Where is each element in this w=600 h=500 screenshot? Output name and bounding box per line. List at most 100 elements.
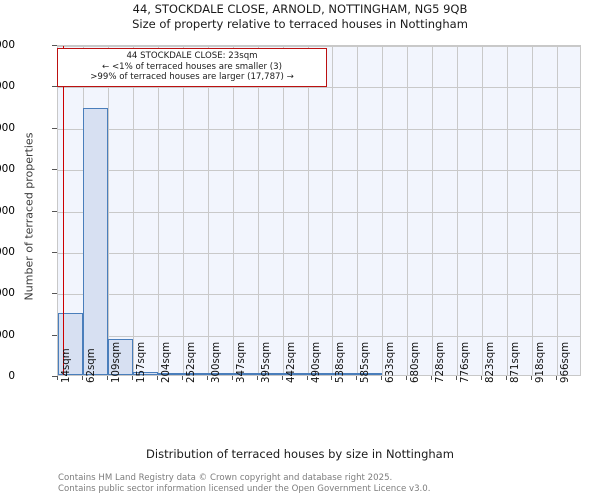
x-axis-tick-label: 252sqm [185, 341, 197, 383]
property-marker-line [62, 46, 65, 375]
y-axis-tick-label: 16000 [0, 39, 15, 51]
gridline-horizontal [58, 128, 580, 130]
y-axis-tick-label: 6000 [0, 245, 15, 258]
x-axis-tick-label: 157sqm [135, 341, 147, 383]
x-axis-tick-label: 204sqm [160, 341, 172, 383]
x-axis-tick-mark [356, 376, 358, 380]
x-axis-tick-label: 918sqm [535, 341, 547, 383]
x-axis-tick-label: 728sqm [435, 341, 447, 383]
x-axis-title: Distribution of terraced houses by size … [146, 447, 454, 461]
gridline-vertical [232, 46, 234, 375]
annotation-line-larger: >99% of terraced houses are larger (17,7… [90, 72, 294, 83]
y-axis-tick-label: 12000 [0, 121, 15, 134]
x-axis-tick-label: 62sqm [85, 348, 97, 383]
y-axis-tick-mark [52, 293, 57, 295]
gridline-vertical [332, 46, 334, 375]
histogram-bar [82, 108, 108, 375]
histogram-bar [232, 373, 258, 375]
gridline-vertical [357, 46, 359, 375]
x-axis-tick-mark [231, 376, 233, 380]
histogram-bar [107, 338, 133, 375]
x-axis-tick-mark [531, 376, 533, 380]
x-axis-tick-mark [57, 376, 58, 380]
x-axis-tick-label: 823sqm [485, 341, 497, 383]
x-axis-tick-mark [181, 376, 183, 380]
gridline-vertical [157, 46, 159, 375]
gridline-vertical [407, 46, 409, 375]
y-axis-tick-label: 0 [8, 370, 15, 382]
annotation-line-property: 44 STOCKDALE CLOSE: 23sqm [126, 51, 258, 61]
gridline-vertical [107, 46, 109, 375]
x-axis-tick-label: 300sqm [210, 341, 222, 383]
gridline-horizontal [58, 211, 580, 213]
histogram-bar [157, 373, 183, 375]
x-axis-tick-mark [206, 376, 208, 380]
x-axis-tick-label: 538sqm [335, 341, 347, 383]
gridline-horizontal [58, 252, 580, 254]
gridline-vertical [507, 46, 509, 375]
x-axis-tick-label: 776sqm [460, 341, 472, 383]
x-axis-tick-mark [81, 376, 83, 380]
y-axis-tick-mark [52, 45, 57, 46]
y-axis-tick-label: 10000 [0, 163, 15, 176]
annotation-box: 44 STOCKDALE CLOSE: 23sqm ← <1% of terra… [57, 48, 327, 87]
histogram-bar [307, 373, 333, 375]
gridline-vertical [532, 46, 534, 375]
gridline-vertical [132, 46, 134, 375]
histogram-bar [357, 373, 383, 375]
gridline-vertical [307, 46, 309, 375]
gridline-vertical [207, 46, 209, 375]
x-axis-tick-label: 442sqm [285, 341, 297, 383]
x-axis-tick-label: 395sqm [260, 341, 272, 383]
x-axis-tick-mark [106, 376, 108, 380]
gridline-vertical [557, 46, 559, 375]
gridline-horizontal [58, 294, 580, 296]
x-axis-tick-mark [556, 376, 558, 380]
gridline-horizontal [58, 46, 580, 47]
y-axis-tick-label: 14000 [0, 80, 15, 93]
gridline-vertical [282, 46, 284, 375]
x-axis-tick-mark [481, 376, 483, 380]
x-axis-tick-mark [131, 376, 133, 380]
gridline-vertical [432, 46, 434, 375]
gridline-vertical [457, 46, 459, 375]
annotation-line-smaller: ← <1% of terraced houses are smaller (3) [102, 61, 282, 72]
gridline-vertical [182, 46, 184, 375]
x-axis-tick-mark [381, 376, 383, 380]
footer-line-1: Contains HM Land Registry data © Crown c… [58, 473, 393, 483]
gridline-horizontal [58, 87, 580, 89]
y-axis-tick-mark [52, 210, 57, 212]
gridline-vertical [257, 46, 259, 375]
x-axis-tick-label: 14sqm [61, 348, 72, 383]
y-axis-tick-mark [52, 127, 57, 129]
x-axis-tick-mark [406, 376, 408, 380]
histogram-bar [257, 373, 283, 375]
x-axis-tick-label: 871sqm [510, 341, 522, 383]
y-axis-tick-mark [52, 169, 57, 171]
gridline-horizontal [58, 335, 580, 337]
x-axis-tick-mark [281, 376, 283, 380]
x-axis-tick-mark [256, 376, 258, 380]
gridline-vertical [482, 46, 484, 375]
y-axis-tick-mark [52, 86, 57, 88]
x-axis-tick-label: 490sqm [310, 341, 322, 383]
plot-area [57, 45, 581, 376]
x-axis-tick-mark [456, 376, 458, 380]
gridline-vertical [382, 46, 384, 375]
x-axis-tick-label: 680sqm [410, 341, 422, 383]
x-axis-tick-mark [306, 376, 308, 380]
y-axis-tick-label: 4000 [0, 287, 15, 300]
y-axis-tick-label: 2000 [0, 328, 15, 341]
x-axis-tick-label: 585sqm [360, 341, 372, 383]
histogram-bar [207, 373, 233, 375]
x-axis-tick-label: 966sqm [560, 341, 572, 383]
x-axis-tick-label: 347sqm [235, 341, 247, 383]
x-axis-tick-label: 109sqm [110, 341, 122, 383]
histogram-bar [332, 373, 358, 375]
y-axis-tick-label: 8000 [0, 204, 15, 217]
histogram-bar [58, 312, 83, 375]
y-axis-title: Number of terraced properties [22, 132, 36, 301]
histogram-bar [282, 373, 308, 375]
footer-line-2: Contains public sector information licen… [58, 483, 431, 494]
page-title: 44, STOCKDALE CLOSE, ARNOLD, NOTTINGHAM,… [132, 2, 468, 16]
